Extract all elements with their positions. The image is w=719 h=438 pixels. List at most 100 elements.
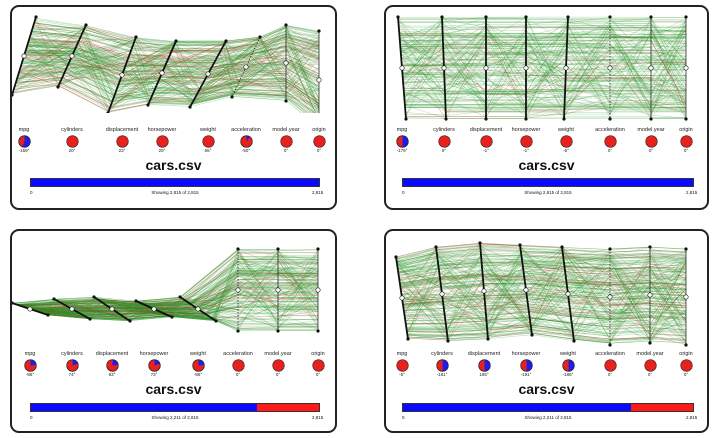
- rotation-dial-icon[interactable]: [155, 135, 169, 148]
- axis-end-handle[interactable]: [230, 95, 234, 99]
- axis-end-handle[interactable]: [46, 313, 50, 317]
- axis-rotate-handle[interactable]: [607, 294, 613, 300]
- rotation-dial-icon[interactable]: [519, 135, 533, 148]
- axis-end-handle[interactable]: [236, 329, 240, 333]
- axis-end-handle[interactable]: [317, 29, 321, 33]
- axis-end-handle[interactable]: [562, 117, 566, 121]
- axis-end-handle[interactable]: [406, 337, 410, 341]
- axis-end-handle[interactable]: [524, 117, 528, 121]
- rotation-dial-icon[interactable]: [437, 135, 451, 148]
- axis-end-handle[interactable]: [224, 39, 228, 43]
- axis-rotate-handle[interactable]: [523, 287, 529, 293]
- axis-end-handle[interactable]: [12, 93, 14, 97]
- axis-rotate-handle[interactable]: [195, 306, 201, 312]
- axis-rotate-handle[interactable]: [27, 306, 33, 312]
- axis-end-handle[interactable]: [106, 111, 110, 113]
- rotation-dial-icon[interactable]: [679, 135, 693, 148]
- filter-range-bar[interactable]: [402, 178, 694, 187]
- axis-end-handle[interactable]: [648, 245, 652, 249]
- axis-end-handle[interactable]: [84, 23, 88, 27]
- axis-rotate-handle[interactable]: [283, 60, 289, 66]
- parallel-coordinates-plot[interactable]: [12, 231, 337, 337]
- axis-end-handle[interactable]: [608, 117, 612, 121]
- rotation-dial-icon[interactable]: [17, 135, 31, 148]
- axis-end-handle[interactable]: [258, 35, 262, 39]
- axis-end-handle[interactable]: [52, 297, 56, 301]
- rotation-dial-icon[interactable]: [479, 135, 493, 148]
- axis-end-handle[interactable]: [12, 301, 14, 305]
- axis-end-handle[interactable]: [146, 103, 150, 107]
- axis-end-handle[interactable]: [56, 85, 60, 89]
- filter-range-bar[interactable]: [30, 403, 320, 412]
- axis-end-handle[interactable]: [608, 247, 612, 251]
- axis-end-handle[interactable]: [649, 15, 653, 19]
- rotation-dial-icon[interactable]: [312, 135, 326, 148]
- axis-end-handle[interactable]: [524, 15, 528, 19]
- filter-range-bar[interactable]: [402, 403, 694, 412]
- rotation-dial-icon[interactable]: [271, 359, 285, 372]
- axis-end-handle[interactable]: [478, 241, 482, 245]
- axis-end-handle[interactable]: [214, 319, 218, 323]
- axis-rotate-handle[interactable]: [441, 65, 447, 71]
- rotation-dial-icon[interactable]: [477, 359, 491, 372]
- axis-rotate-handle[interactable]: [483, 65, 489, 71]
- axis-rotate-handle[interactable]: [151, 306, 157, 312]
- axis-end-handle[interactable]: [236, 247, 240, 251]
- axis-end-handle[interactable]: [128, 319, 132, 323]
- axis-end-handle[interactable]: [316, 329, 320, 333]
- axis-rotate-handle[interactable]: [607, 65, 613, 71]
- axis-end-handle[interactable]: [394, 255, 398, 259]
- rotation-dial-icon[interactable]: [231, 359, 245, 372]
- axis-end-handle[interactable]: [484, 117, 488, 121]
- axis-end-handle[interactable]: [88, 317, 92, 321]
- rotation-dial-icon[interactable]: [679, 359, 693, 372]
- axis-end-handle[interactable]: [566, 15, 570, 19]
- axis-end-handle[interactable]: [608, 15, 612, 19]
- axis-rotate-handle[interactable]: [648, 65, 654, 71]
- rotation-dial-icon[interactable]: [147, 359, 161, 372]
- rotation-dial-icon[interactable]: [603, 359, 617, 372]
- rotation-dial-icon[interactable]: [201, 135, 215, 148]
- axis-rotate-handle[interactable]: [565, 291, 571, 297]
- axis-end-handle[interactable]: [530, 333, 534, 337]
- axis-rotate-handle[interactable]: [683, 65, 689, 71]
- axis-rotate-handle[interactable]: [399, 295, 405, 301]
- rotation-dial-icon[interactable]: [395, 359, 409, 372]
- axis-rotate-handle[interactable]: [315, 287, 321, 293]
- axis-end-handle[interactable]: [446, 339, 450, 343]
- axis-rotate-handle[interactable]: [69, 306, 75, 312]
- axis-end-handle[interactable]: [276, 247, 280, 251]
- axis-end-handle[interactable]: [608, 343, 612, 347]
- axis-end-handle[interactable]: [484, 15, 488, 19]
- axis-end-handle[interactable]: [34, 15, 38, 19]
- rotation-dial-icon[interactable]: [519, 359, 533, 372]
- axis-rotate-handle[interactable]: [481, 288, 487, 294]
- axis-end-handle[interactable]: [316, 247, 320, 251]
- axis-rotate-handle[interactable]: [439, 291, 445, 297]
- axis-rotate-handle[interactable]: [275, 287, 281, 293]
- axis-end-handle[interactable]: [440, 15, 444, 19]
- axis-end-handle[interactable]: [648, 341, 652, 345]
- axis-end-handle[interactable]: [178, 295, 182, 299]
- axis-end-handle[interactable]: [134, 299, 138, 303]
- axis-end-handle[interactable]: [188, 105, 192, 109]
- axis-end-handle[interactable]: [684, 117, 688, 121]
- axis-end-handle[interactable]: [560, 245, 564, 249]
- axis-end-handle[interactable]: [396, 15, 400, 19]
- rotation-dial-icon[interactable]: [559, 135, 573, 148]
- axis-end-handle[interactable]: [404, 117, 408, 121]
- axis-rotate-handle[interactable]: [109, 306, 115, 312]
- rotation-dial-icon[interactable]: [23, 359, 37, 372]
- axis-rotate-handle[interactable]: [399, 65, 405, 71]
- rotation-dial-icon[interactable]: [311, 359, 325, 372]
- axis-end-handle[interactable]: [92, 295, 96, 299]
- filter-selected-range[interactable]: [31, 404, 258, 411]
- axis-end-handle[interactable]: [170, 315, 174, 319]
- rotation-dial-icon[interactable]: [643, 359, 657, 372]
- filter-selected-range[interactable]: [403, 404, 631, 411]
- axis-end-handle[interactable]: [284, 99, 288, 103]
- rotation-dial-icon[interactable]: [239, 135, 253, 148]
- rotation-dial-icon[interactable]: [105, 359, 119, 372]
- axis-end-handle[interactable]: [518, 243, 522, 247]
- axis-end-handle[interactable]: [174, 39, 178, 43]
